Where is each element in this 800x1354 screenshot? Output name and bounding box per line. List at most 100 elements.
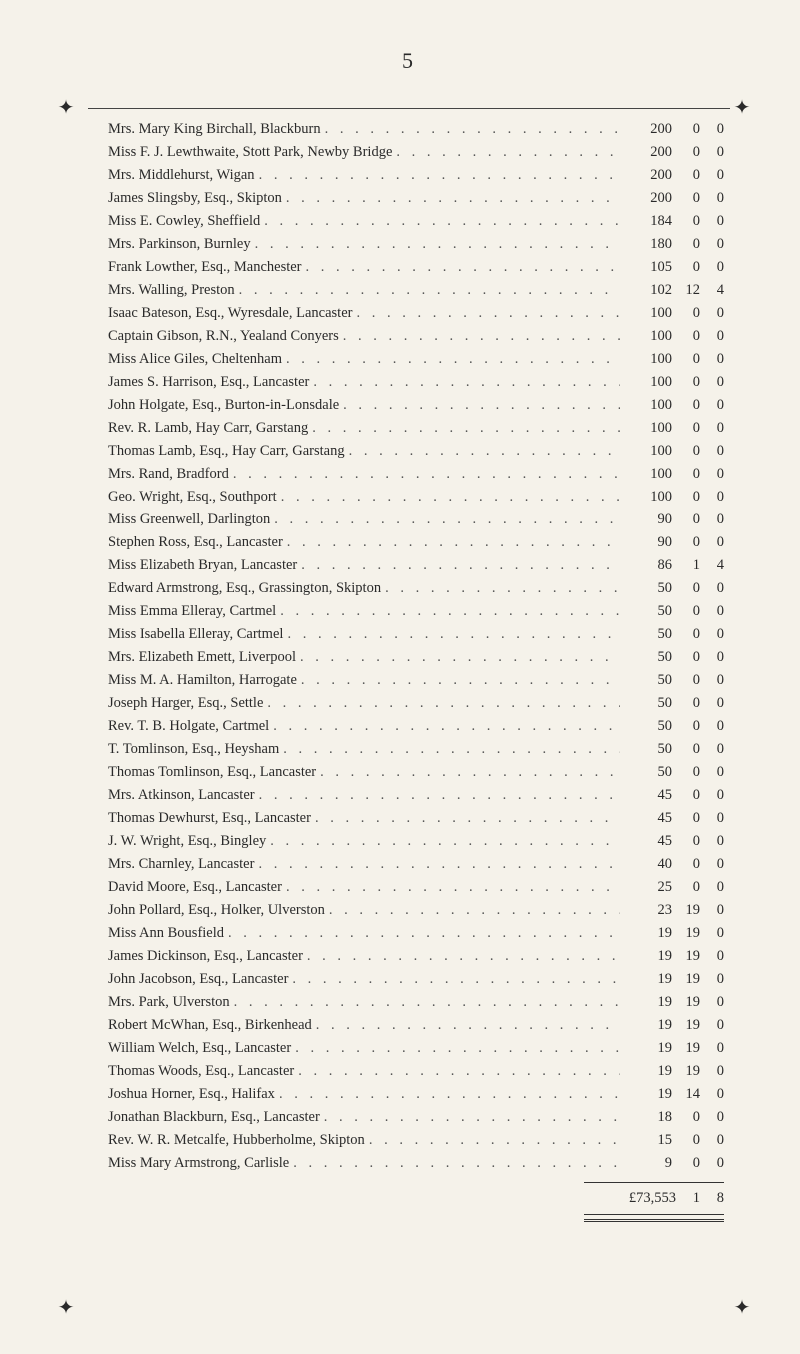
amount-shillings: 0	[678, 1152, 706, 1174]
entry-amount: 20000	[624, 164, 724, 186]
amount-pence: 0	[706, 669, 724, 691]
ledger-row: David Moore, Esq., Lancaster2500	[108, 876, 724, 898]
leader-dots	[279, 1083, 620, 1105]
amount-pounds: 19	[624, 968, 678, 990]
amount-shillings: 14	[678, 1083, 706, 1105]
total-row: £73,55318	[108, 1187, 724, 1209]
amount-pence: 0	[706, 991, 724, 1013]
page: 5 ✦ ✦ Mrs. Mary King Birchall, Blackburn…	[0, 0, 800, 1354]
amount-shillings: 0	[678, 486, 706, 508]
amount-pounds: 200	[624, 118, 678, 140]
amount-pounds: 100	[624, 440, 678, 462]
entry-amount: 9000	[624, 508, 724, 530]
entry-amount: 8614	[624, 554, 724, 576]
entry-name: Stephen Ross, Esq., Lancaster	[108, 531, 283, 553]
ledger-row: Frank Lowther, Esq., Manchester10500	[108, 256, 724, 278]
amount-pounds: 102	[624, 279, 678, 301]
amount-pence: 0	[706, 417, 724, 439]
entry-name: Miss Mary Armstrong, Carlisle	[108, 1152, 289, 1174]
amount-pence: 0	[706, 807, 724, 829]
amount-shillings: 0	[678, 187, 706, 209]
entry-amount: 10000	[624, 486, 724, 508]
amount-pence: 0	[706, 692, 724, 714]
amount-pence: 0	[706, 784, 724, 806]
amount-shillings: 19	[678, 991, 706, 1013]
top-divider	[88, 108, 730, 109]
leader-dots	[281, 486, 620, 508]
leader-dots	[286, 187, 620, 209]
leader-dots	[356, 302, 620, 324]
amount-pounds: 45	[624, 784, 678, 806]
leader-dots	[396, 141, 620, 163]
leader-dots	[280, 600, 620, 622]
leader-dots	[274, 508, 620, 530]
ornament-bottom-right-icon: ✦	[732, 1298, 752, 1318]
ledger-row: Joseph Harger, Esq., Settle5000	[108, 692, 724, 714]
entry-amount: 5000	[624, 646, 724, 668]
entry-amount: 10500	[624, 256, 724, 278]
amount-pounds: 200	[624, 141, 678, 163]
entry-amount: 23190	[624, 899, 724, 921]
leader-dots	[287, 623, 620, 645]
entry-name: Robert McWhan, Esq., Birkenhead	[108, 1014, 312, 1036]
amount-pence: 0	[706, 371, 724, 393]
total-shillings: 1	[678, 1187, 706, 1209]
amount-pence: 0	[706, 761, 724, 783]
ledger-row: James S. Harrison, Esq., Lancaster10000	[108, 371, 724, 393]
entry-name: Edward Armstrong, Esq., Grassington, Ski…	[108, 577, 381, 599]
leader-dots	[295, 1037, 620, 1059]
ledger-row: James Slingsby, Esq., Skipton20000	[108, 187, 724, 209]
entry-amount: 900	[624, 1152, 724, 1174]
amount-shillings: 0	[678, 371, 706, 393]
amount-pence: 0	[706, 623, 724, 645]
amount-pounds: 50	[624, 600, 678, 622]
entry-amount: 5000	[624, 715, 724, 737]
entry-name: Isaac Bateson, Esq., Wyresdale, Lancaste…	[108, 302, 352, 324]
amount-pounds: 15	[624, 1129, 678, 1151]
entry-name: Mrs. Elizabeth Emett, Liverpool	[108, 646, 296, 668]
amount-pence: 4	[706, 279, 724, 301]
entry-name: James S. Harrison, Esq., Lancaster	[108, 371, 309, 393]
amount-pence: 0	[706, 600, 724, 622]
amount-pounds: 19	[624, 1083, 678, 1105]
entry-amount: 19190	[624, 1037, 724, 1059]
amount-pounds: 100	[624, 486, 678, 508]
entry-amount: 10000	[624, 440, 724, 462]
amount-pence: 0	[706, 1060, 724, 1082]
amount-shillings: 0	[678, 876, 706, 898]
amount-pounds: 100	[624, 325, 678, 347]
amount-shillings: 0	[678, 784, 706, 806]
entry-amount: 4500	[624, 830, 724, 852]
leader-dots	[325, 118, 620, 140]
amount-pence: 0	[706, 210, 724, 232]
ledger-row: Rev. W. R. Metcalfe, Hubberholme, Skipto…	[108, 1129, 724, 1151]
leader-dots	[239, 279, 620, 301]
amount-pounds: 100	[624, 348, 678, 370]
amount-shillings: 0	[678, 738, 706, 760]
amount-pounds: 9	[624, 1152, 678, 1174]
entry-name: Mrs. Middlehurst, Wigan	[108, 164, 255, 186]
amount-shillings: 19	[678, 968, 706, 990]
amount-shillings: 0	[678, 669, 706, 691]
entry-name: James Dickinson, Esq., Lancaster	[108, 945, 303, 967]
entry-name: Rev. T. B. Holgate, Cartmel	[108, 715, 269, 737]
leader-dots	[306, 256, 620, 278]
entry-amount: 20000	[624, 141, 724, 163]
entry-name: John Jacobson, Esq., Lancaster	[108, 968, 288, 990]
ledger-row: Thomas Dewhurst, Esq., Lancaster4500	[108, 807, 724, 829]
ledger-row: Miss E. Cowley, Sheffield18400	[108, 210, 724, 232]
entry-name: Thomas Tomlinson, Esq., Lancaster	[108, 761, 316, 783]
entry-name: Mrs. Charnley, Lancaster	[108, 853, 254, 875]
leader-dots	[287, 531, 620, 553]
amount-pounds: 50	[624, 577, 678, 599]
amount-pence: 0	[706, 508, 724, 530]
amount-pounds: 19	[624, 1037, 678, 1059]
ledger-row: William Welch, Esq., Lancaster19190	[108, 1037, 724, 1059]
leader-dots	[293, 1152, 620, 1174]
amount-pounds: 45	[624, 807, 678, 829]
ledger-row: Miss F. J. Lewthwaite, Stott Park, Newby…	[108, 141, 724, 163]
leader-dots	[313, 371, 620, 393]
amount-shillings: 0	[678, 600, 706, 622]
entry-amount: 4000	[624, 853, 724, 875]
ledger-row: Miss Elizabeth Bryan, Lancaster8614	[108, 554, 724, 576]
